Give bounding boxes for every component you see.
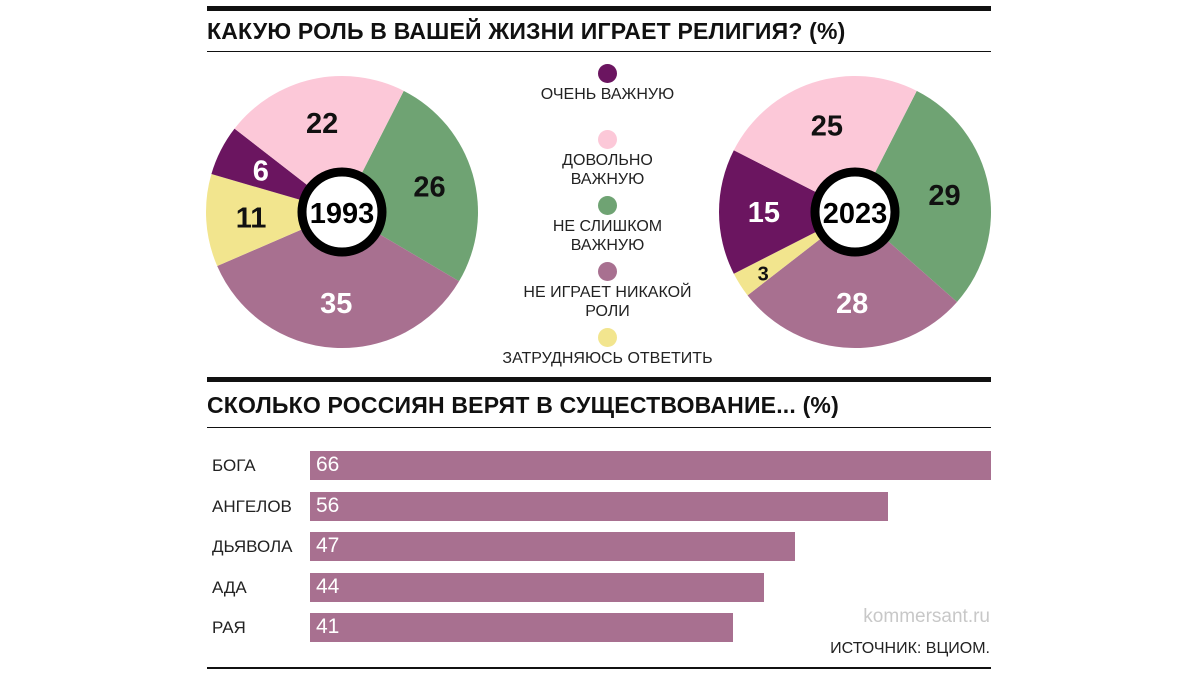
pie-value-label: 29 (928, 180, 960, 212)
pie-slice (217, 212, 460, 349)
bar-value-label: 41 (316, 615, 340, 638)
section-rule (207, 377, 991, 382)
pie-slice (342, 90, 479, 282)
bar-value-label: 66 (316, 453, 340, 476)
pie-slice (747, 212, 958, 348)
bar: 56 (310, 491, 888, 521)
credit: kommersant.ru (863, 606, 990, 627)
legend-label: ОЧЕНЬ ВАЖНУЮ (540, 86, 675, 103)
legend-swatch (598, 64, 617, 83)
top-rule (207, 6, 991, 11)
legend-label: ДОВОЛЬНО ВАЖНУЮ (562, 152, 653, 188)
pie-value-label: 22 (306, 108, 338, 140)
pie-slice (205, 174, 342, 267)
bar: 44 (310, 572, 764, 602)
legend-swatch (598, 262, 617, 281)
pie-value-label: 35 (320, 288, 352, 320)
legend-swatch (598, 328, 617, 347)
bar-category-label: ДЬЯВОЛА (212, 537, 293, 556)
legend-item: ЗАТРУДНЯЮСЬ ОТВЕТИТЬ (480, 328, 735, 368)
legend-swatch (598, 196, 617, 215)
bar-section-title: СКОЛЬКО РОССИЯН ВЕРЯТ В СУЩЕСТВОВАНИЕ...… (207, 392, 839, 418)
bar: 66 (310, 451, 991, 480)
bar-category-label: РАЯ (212, 618, 246, 637)
bottom-rule (207, 667, 991, 669)
legend-item: НЕ ИГРАЕТ НИКАКОЙ РОЛИ (480, 262, 735, 321)
title-rule (207, 51, 991, 52)
legend-item: НЕ СЛИШКОМ ВАЖНУЮ (480, 196, 735, 255)
center-ring (297, 167, 387, 257)
bar-title-rule (207, 427, 991, 428)
pie-slice (234, 76, 404, 212)
pie-1993: 26 35 11 6 22 1993 (205, 76, 479, 349)
pie-slice (719, 150, 855, 274)
legend-item: ДОВОЛЬНО ВАЖНУЮ (480, 130, 735, 189)
bar-category-label: БОГА (212, 456, 256, 475)
year-label: 2023 (823, 198, 888, 230)
bar: 41 (310, 613, 734, 642)
pie-slice (855, 90, 991, 302)
bar-value-label: 47 (316, 534, 340, 557)
legend-label: ЗАТРУДНЯЮСЬ ОТВЕТИТЬ (502, 350, 713, 367)
bar-category-label: АНГЕЛОВ (212, 496, 292, 516)
bar-category-label: АДА (212, 577, 247, 597)
pie-charts: 26 35 11 6 22 1993 29 28 3 15 25 2023 (205, 75, 991, 349)
legend-swatch (598, 130, 617, 149)
bar: 47 (310, 532, 795, 561)
bar-value-label: 56 (316, 493, 340, 517)
legend-label: НЕ ИГРАЕТ НИКАКОЙ РОЛИ (523, 284, 692, 320)
year-label: 1993 (310, 198, 375, 230)
pie-value-label: 11 (236, 203, 267, 235)
source: ИСТОЧНИК: ВЦИОМ. (830, 640, 990, 657)
pie-2023: 29 28 3 15 25 2023 (719, 75, 991, 348)
pie-section-title: КАКУЮ РОЛЬ В ВАШЕЙ ЖИЗНИ ИГРАЕТ РЕЛИГИЯ?… (207, 18, 846, 44)
legend-label: НЕ СЛИШКОМ ВАЖНУЮ (552, 218, 663, 254)
pie-value-label: 3 (758, 263, 769, 285)
pie-value-label: 6 (253, 156, 269, 188)
pie-value-label: 28 (836, 288, 868, 320)
pie-value-label: 15 (748, 197, 780, 229)
legend-item: ОЧЕНЬ ВАЖНУЮ (480, 64, 735, 104)
pie-value-label: 26 (413, 172, 445, 204)
center-ring (810, 167, 900, 257)
pie-value-label: 25 (811, 110, 843, 142)
bar-value-label: 44 (316, 574, 340, 598)
